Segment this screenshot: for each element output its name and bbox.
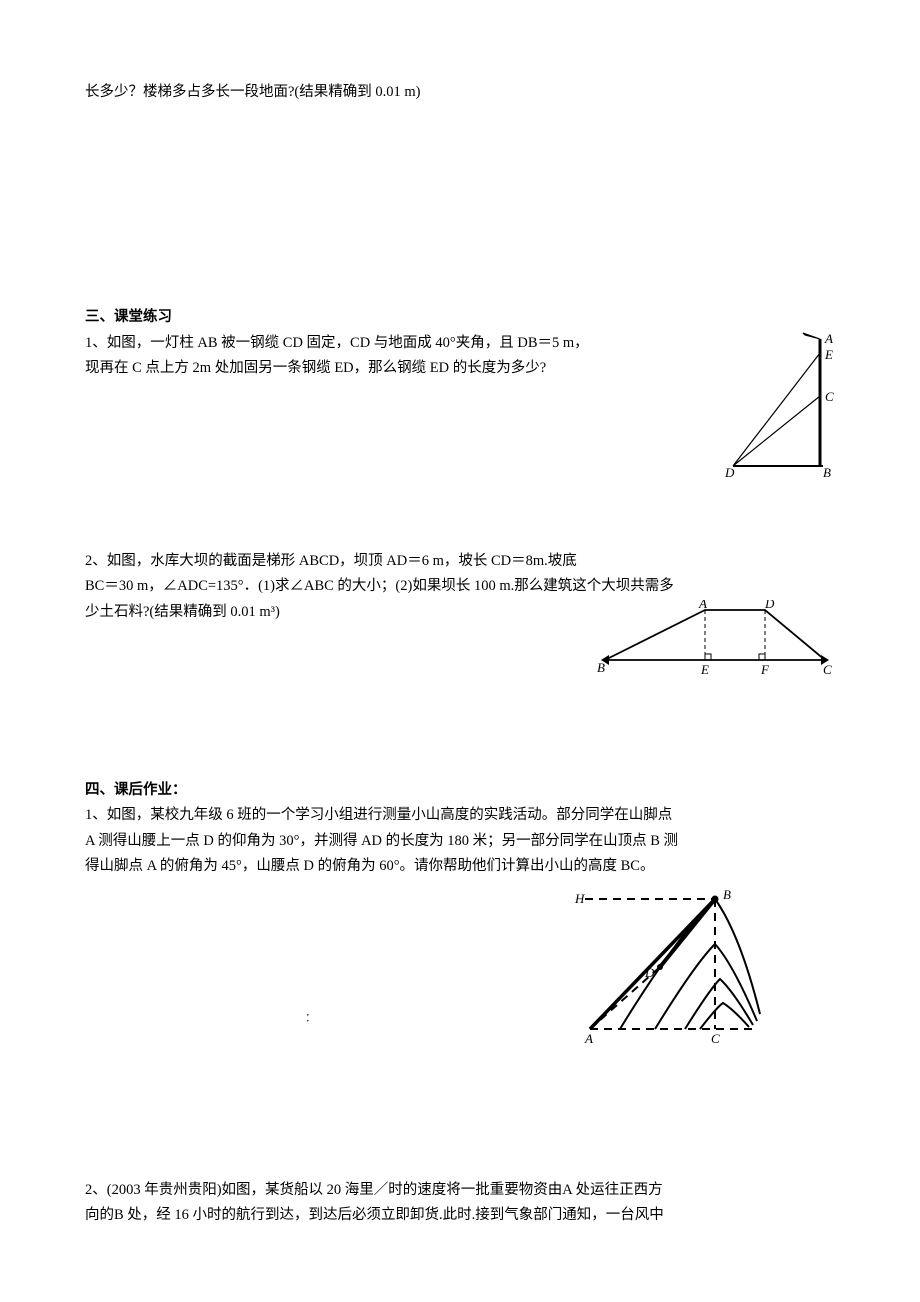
diagram-2: A D B E F C xyxy=(595,600,835,688)
s3-q1-block: A E C D B 1、如图，一灯柱 AB 被一钢缆 CD 固定，CD 与地面成… xyxy=(85,331,835,489)
spacer xyxy=(85,1058,835,1178)
diagram-1: A E C D B xyxy=(725,331,835,489)
s3-q1-l1: 1、如图，一灯柱 AB 被一钢缆 CD 固定，CD 与地面成 40°夹角，且 D… xyxy=(85,331,835,356)
lbl-A3: A xyxy=(584,1031,593,1046)
s4-q2-l2: 向的B 处，经 16 小时的航行到达，到达后必须立即卸货.此时.接到气象部门通知… xyxy=(85,1203,835,1228)
spacer xyxy=(85,489,835,549)
s4-q1-l1: 1、如图，某校九年级 6 班的一个学习小组进行测量小山高度的实践活动。部分同学在… xyxy=(85,803,835,828)
lbl-A2: A xyxy=(698,600,707,611)
s4-q2-l1: 2、(2003 年贵州贵阳)如图，某货船以 20 海里／时的速度将一批重要物资由… xyxy=(85,1178,835,1203)
s3-q2-l1: 2、如图，水库大坝的截面是梯形 ABCD，坝顶 AD＝6 m，坡长 CD＝8m.… xyxy=(85,549,835,574)
lbl-B3: B xyxy=(723,887,731,902)
lbl-C3: C xyxy=(711,1031,720,1046)
lbl-D2: D xyxy=(764,600,775,611)
lbl-C2: C xyxy=(823,662,832,677)
s4-q1-l2: A 测得山腰上一点 D 的仰角为 30°，并测得 AD 的长度为 180 米；另… xyxy=(85,829,835,854)
page: 长多少？楼梯多占多长一段地面?(结果精确到 0.01 m) 三、课堂练习 A E… xyxy=(0,0,920,1302)
spacer xyxy=(85,105,835,305)
section4-heading: 四、课后作业： xyxy=(85,778,835,803)
s3-q1-l2: 现再在 C 点上方 2m 处加固另一条钢缆 ED，那么钢缆 ED 的长度为多少? xyxy=(85,356,835,381)
s3-q2-l2: BC＝30 m，∠ADC=135°．(1)求∠ABC 的大小；(2)如果坝长 1… xyxy=(85,574,835,599)
spacer xyxy=(85,688,835,778)
lbl-B: B xyxy=(823,465,831,480)
lbl-H: H xyxy=(574,891,585,906)
lbl-A: A xyxy=(824,331,833,346)
lbl-B2: B xyxy=(597,660,605,675)
lbl-D: D xyxy=(725,465,735,480)
s3-q2-block: 2、如图，水库大坝的截面是梯形 ABCD，坝顶 AD＝6 m，坡长 CD＝8m.… xyxy=(85,549,835,688)
section3-heading: 三、课堂练习 xyxy=(85,305,835,330)
s4-q1-l3: 得山脚点 A 的俯角为 45°，山腰点 D 的俯角为 60°。请你帮助他们计算出… xyxy=(85,854,835,879)
lbl-C: C xyxy=(825,389,834,404)
lbl-D3: D xyxy=(644,965,655,980)
s4-q1-diagram-row: H B D A C ： xyxy=(85,879,835,1057)
lbl-E2: E xyxy=(700,662,709,677)
lbl-E: E xyxy=(824,347,833,362)
diagram-3: H B D A C xyxy=(565,879,775,1057)
lbl-F2: F xyxy=(760,662,770,677)
intro-line: 长多少？楼梯多占多长一段地面?(结果精确到 0.01 m) xyxy=(85,80,835,105)
